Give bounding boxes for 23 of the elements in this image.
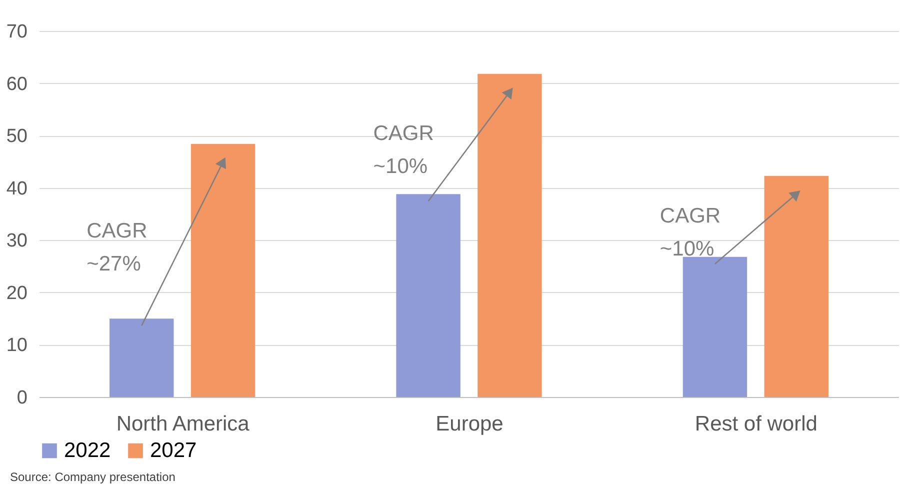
y-tick-label: 20 bbox=[6, 282, 28, 304]
x-tick-label: Rest of world bbox=[694, 412, 818, 436]
bar bbox=[190, 144, 256, 397]
annotation: CAGR ~27% bbox=[86, 219, 148, 276]
y-tick-label: 10 bbox=[6, 335, 28, 356]
y-tick-label: 60 bbox=[6, 74, 28, 95]
bar bbox=[396, 194, 460, 397]
legend-label: 2022 bbox=[64, 438, 111, 462]
y-tick-label: 40 bbox=[6, 178, 28, 200]
y-tick-label: 70 bbox=[6, 22, 28, 42]
bar bbox=[764, 176, 828, 397]
source-note: Source: Company presentation bbox=[10, 470, 176, 484]
x-tick-label: North America bbox=[116, 412, 250, 436]
y-tick-label: 0 bbox=[16, 388, 28, 408]
bar bbox=[478, 74, 542, 397]
legend-label: 2027 bbox=[150, 438, 197, 462]
x-tick-label: Europe bbox=[436, 412, 504, 436]
y-tick-label: 30 bbox=[6, 230, 28, 252]
y-tick-label: 50 bbox=[6, 126, 28, 148]
annotation: CAGR ~10% bbox=[660, 204, 721, 260]
bar bbox=[682, 256, 748, 397]
annotation: CAGR ~10% bbox=[373, 122, 434, 178]
bar bbox=[110, 318, 174, 397]
